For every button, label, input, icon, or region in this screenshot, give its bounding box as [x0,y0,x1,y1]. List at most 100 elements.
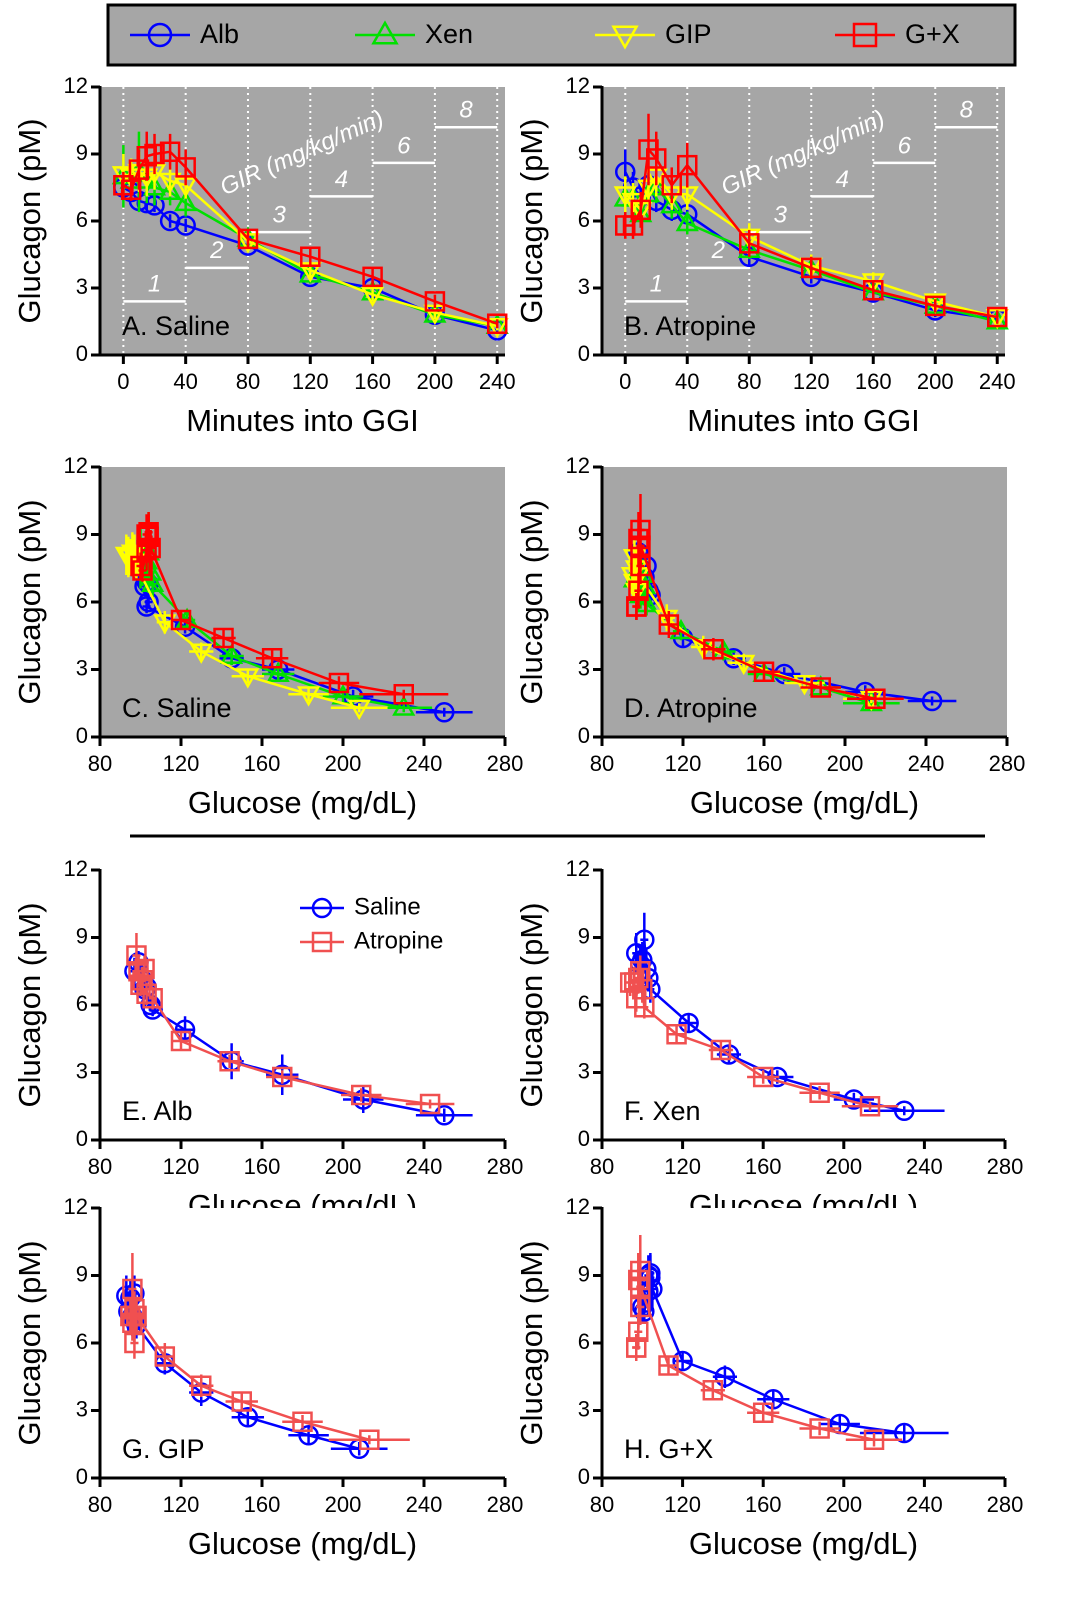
marker [419,1093,441,1115]
marker [675,210,699,232]
marker [863,279,884,301]
x-tick-label: 120 [665,751,702,776]
marker [300,246,321,267]
y-tick-label: 0 [76,1126,88,1151]
marker [861,273,885,294]
x-tick-label: 120 [163,1154,200,1179]
x-tick-label: 200 [917,369,954,394]
marker [140,537,161,559]
y-tick-label: 12 [64,453,88,478]
y-tick-label: 9 [578,140,590,165]
marker [628,580,649,601]
marker [136,524,157,545]
gir-label: 6 [397,132,411,159]
x-tick-label: 80 [590,1154,614,1179]
y-tick-label: 3 [578,274,590,299]
y-tick-label: 3 [578,1058,590,1083]
gir-label: 6 [898,132,912,159]
x-tick-label: 280 [487,1492,524,1517]
y-tick-label: 3 [578,655,590,680]
gir-label: 1 [148,271,161,298]
marker [678,1012,699,1034]
marker [122,1278,143,1300]
marker [236,668,260,689]
x-tick-label: 160 [354,369,391,394]
marker [666,1024,687,1045]
y-tick-label: 0 [76,1464,88,1489]
marker [677,154,698,176]
marker [272,1066,293,1088]
marker [175,607,199,628]
panel-title: B. Atropine [624,311,756,341]
legend-label: Saline [354,893,421,920]
marker [175,157,196,178]
marker [894,1422,915,1444]
legend-label: GIP [665,19,712,49]
y-tick-label: 0 [76,723,88,748]
marker [311,931,333,953]
x-tick-label: 120 [664,1154,701,1179]
marker [434,1105,455,1126]
marker [660,192,684,214]
y-tick-label: 12 [566,856,590,881]
y-tick-label: 6 [578,588,590,613]
x-tick-label: 80 [88,1154,112,1179]
marker [136,983,157,1004]
marker [628,1269,649,1291]
y-tick-label: 6 [578,207,590,232]
marker [350,1084,372,1106]
marker [809,1082,830,1103]
gir-label: 3 [272,202,286,229]
marker [124,1299,145,1320]
marker [752,1402,774,1423]
gir-label: 1 [650,271,663,298]
marker [353,1089,374,1110]
marker [153,614,177,635]
x-tick-label: 240 [406,751,443,776]
marker [486,313,508,334]
marker [434,702,455,723]
x-tick-label: 280 [987,1154,1024,1179]
y-tick-label: 12 [64,856,88,881]
x-tick-label: 0 [619,369,631,394]
x-tick-label: 40 [675,369,699,394]
x-axis-title: Glucose (mg/dL) [188,785,417,820]
marker [630,1276,651,1297]
marker [613,186,637,207]
gir-label: 8 [459,97,473,124]
gir-label: 2 [209,237,223,264]
y-tick-label: 0 [76,341,88,366]
marker [347,699,371,721]
x-tick-label: 200 [825,1154,862,1179]
x-tick-label: 240 [406,1154,443,1179]
y-tick-label: 6 [76,588,88,613]
y-tick-label: 3 [76,1396,88,1421]
marker [628,967,649,989]
x-tick-label: 120 [793,369,830,394]
y-tick-label: 6 [76,207,88,232]
marker [261,648,283,669]
y-tick-label: 9 [76,923,88,948]
x-tick-label: 280 [987,1492,1024,1517]
marker [801,257,822,279]
marker [142,175,167,196]
y-tick-label: 3 [578,1396,590,1421]
x-tick-label: 240 [979,369,1016,394]
marker [237,228,259,250]
panel-title: E. Alb [122,1096,193,1126]
x-tick-label: 80 [236,369,260,394]
marker [159,141,181,163]
x-tick-label: 80 [590,751,614,776]
marker [392,695,416,716]
marker [739,233,760,254]
gir-label: 8 [960,97,974,124]
panel-title: D. Atropine [624,693,758,723]
x-tick-label: 160 [745,1154,782,1179]
marker [144,143,165,165]
y-axis-title: Glucagon (pM) [12,499,47,704]
marker [220,643,244,664]
x-tick-label: 280 [989,751,1026,776]
marker [634,997,655,1018]
x-tick-label: 80 [88,1492,112,1517]
y-tick-label: 6 [578,991,590,1016]
